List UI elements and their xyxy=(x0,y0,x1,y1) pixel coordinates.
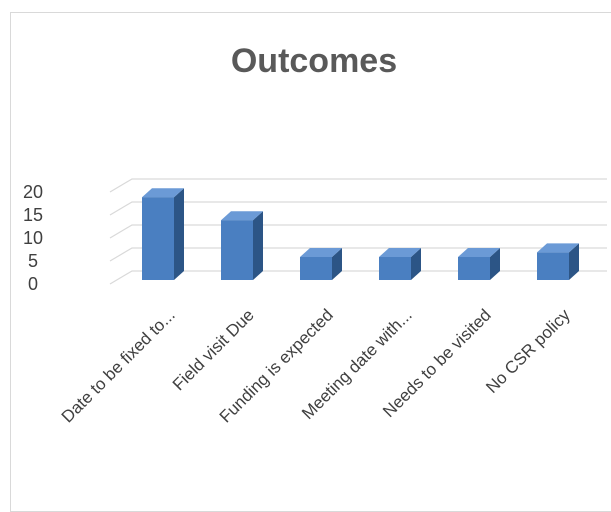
y-tick-label: 15 xyxy=(23,205,43,225)
bar-top xyxy=(300,248,342,257)
y-tick-label: 5 xyxy=(28,251,38,271)
bars xyxy=(142,188,579,280)
bar-1 xyxy=(142,188,184,280)
bar-4 xyxy=(379,248,421,280)
bar-side xyxy=(490,248,500,280)
bar-side xyxy=(411,248,421,280)
bar-side xyxy=(174,188,184,280)
y-axis-ticks: 0 5 10 15 20 xyxy=(23,182,43,294)
bar-front xyxy=(537,252,569,280)
y-tick-label: 0 xyxy=(28,274,38,294)
bar-side xyxy=(253,211,263,280)
bar-top xyxy=(537,243,579,253)
bar-6 xyxy=(537,243,579,280)
bar-side xyxy=(332,248,342,280)
bar-top xyxy=(379,248,421,257)
x-category-label: Date to be fixed to... xyxy=(58,305,179,426)
bar-top xyxy=(142,188,184,198)
bar-front xyxy=(458,257,490,280)
chart-title: Outcomes xyxy=(231,42,397,80)
bar-top xyxy=(458,248,500,257)
grid-line-20 xyxy=(109,178,607,193)
grid-lines xyxy=(109,178,607,285)
bar-front xyxy=(142,197,174,280)
bar-side xyxy=(569,243,579,280)
bar-front xyxy=(300,257,332,280)
y-tick-label: 10 xyxy=(23,228,43,248)
bar-top xyxy=(221,211,263,221)
bar-3 xyxy=(300,248,342,280)
grid-line-10 xyxy=(109,224,607,239)
y-tick-label: 20 xyxy=(23,182,43,202)
grid-line-15 xyxy=(109,201,607,216)
x-category-label: Field visit Due xyxy=(169,305,258,394)
grid-line-5 xyxy=(109,247,607,262)
bar-front xyxy=(221,220,253,280)
category-labels: Date to be fixed to...Field visit DueFun… xyxy=(58,305,574,426)
bar-2 xyxy=(221,211,263,280)
bar-5 xyxy=(458,248,500,280)
x-category-label: No CSR policy xyxy=(482,305,574,397)
grid-line-0 xyxy=(109,270,607,285)
bar-front xyxy=(379,257,411,280)
